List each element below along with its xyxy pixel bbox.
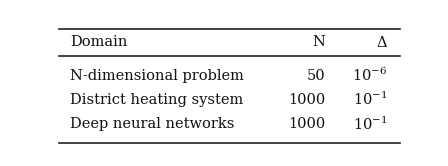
Text: N: N <box>312 35 325 49</box>
Text: 1000: 1000 <box>288 117 325 131</box>
Text: $10^{-6}$: $10^{-6}$ <box>353 67 388 84</box>
Text: $\Delta$: $\Delta$ <box>375 35 388 50</box>
Text: Deep neural networks: Deep neural networks <box>70 117 234 131</box>
Text: 1000: 1000 <box>288 93 325 107</box>
Text: 50: 50 <box>306 69 325 83</box>
Text: Domain: Domain <box>70 35 127 49</box>
Text: $10^{-1}$: $10^{-1}$ <box>353 115 388 133</box>
Text: $10^{-1}$: $10^{-1}$ <box>353 91 388 108</box>
Text: District heating system: District heating system <box>70 93 243 107</box>
Text: N-dimensional problem: N-dimensional problem <box>70 69 244 83</box>
